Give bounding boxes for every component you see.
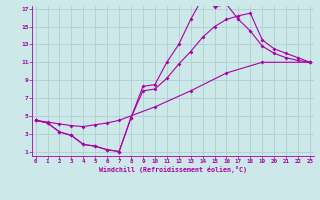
X-axis label: Windchill (Refroidissement éolien,°C): Windchill (Refroidissement éolien,°C) xyxy=(99,166,247,173)
